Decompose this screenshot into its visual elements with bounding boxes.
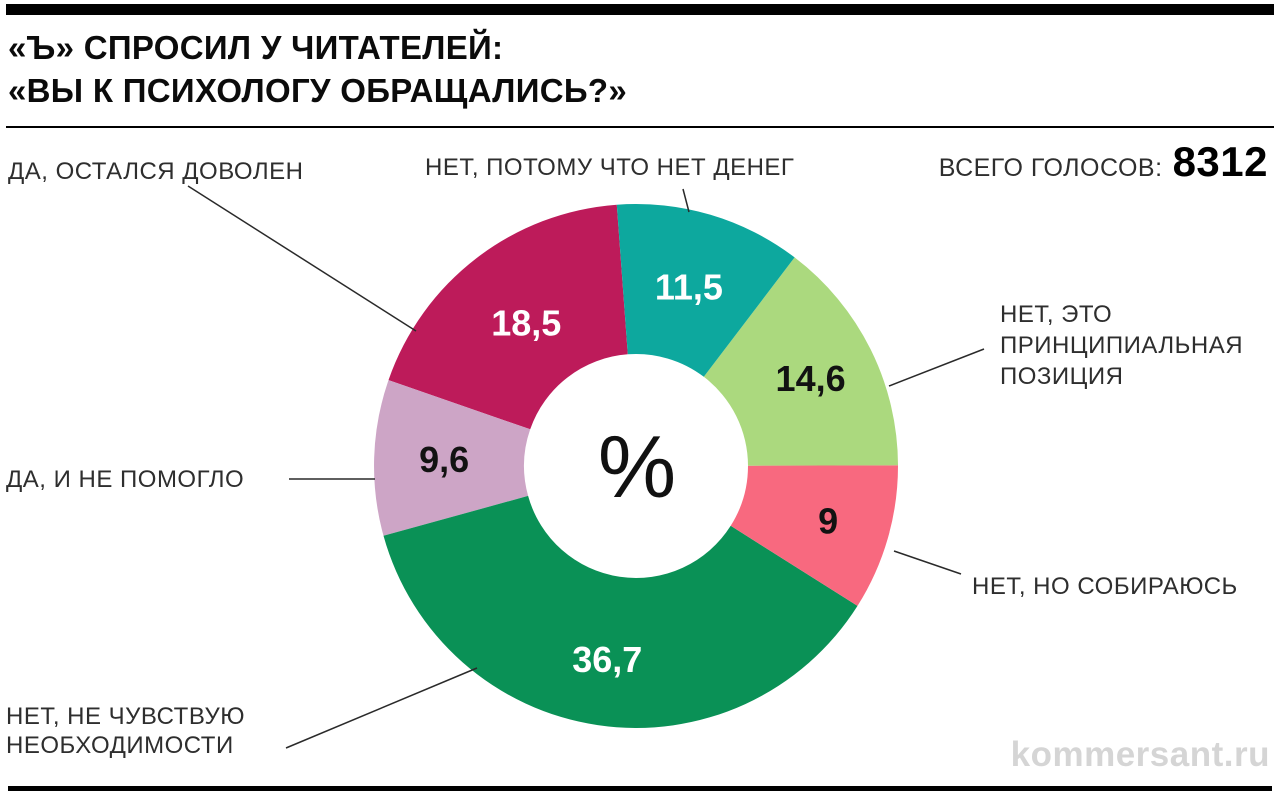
- total-votes-label: ВСЕГО ГОЛОСОВ:: [938, 154, 1163, 182]
- page-title-line-1: «Ъ» СПРОСИЛ У ЧИТАТЕЛЕЙ:: [8, 29, 504, 66]
- slice-label-principled-line3: ПОЗИЦИЯ: [1000, 363, 1124, 390]
- donut-slice-satisfied: [388, 204, 628, 430]
- slice-label-satisfied: ДА, ОСТАЛСЯ ДОВОЛЕН: [8, 158, 304, 185]
- slice-label-no-need-line2: НЕОБХОДИМОСТИ: [6, 732, 234, 759]
- slice-label-principled: НЕТ, ЭТО ПРИНЦИПИАЛЬНАЯ ПОЗИЦИЯ: [1000, 299, 1243, 392]
- slice-value-planning: 9: [818, 500, 838, 541]
- slice-value-did-not-help: 9,6: [419, 439, 469, 480]
- slice-label-did-not-help: ДА, И НЕ ПОМОГЛО: [6, 466, 245, 493]
- donut-slice-did-not-help: [374, 380, 531, 536]
- callout-line-satisfied: [187, 185, 417, 332]
- donut-slice-no-need: [383, 495, 858, 728]
- donut-slice-principled: [703, 257, 898, 466]
- total-votes: ВСЕГО ГОЛОСОВ: 8312: [939, 138, 1268, 186]
- slice-label-principled-line1: НЕТ, ЭТО: [1000, 301, 1113, 328]
- callout-line-no-money: [682, 188, 690, 213]
- callout-line-no-need: [285, 667, 478, 749]
- top-accent-bar: [6, 4, 1274, 15]
- page-title-line-2: «ВЫ К ПСИХОЛОГУ ОБРАЩАЛИСЬ?»: [8, 72, 627, 109]
- slice-value-satisfied: 18,5: [491, 302, 561, 343]
- slice-label-planning: НЕТ, НО СОБИРАЮСЬ: [972, 573, 1238, 600]
- header-divider: [6, 126, 1274, 128]
- total-votes-value: 8312: [1172, 138, 1268, 185]
- slice-label-no-need: НЕТ, НЕ ЧУВСТВУЮ НЕОБХОДИМОСТИ: [6, 702, 245, 760]
- donut-slice-planning: [730, 465, 899, 606]
- callout-line-principled: [888, 348, 985, 387]
- slice-label-principled-line2: ПРИНЦИПИАЛЬНАЯ: [1000, 332, 1244, 359]
- page-title: «Ъ» СПРОСИЛ У ЧИТАТЕЛЕЙ: «ВЫ К ПСИХОЛОГУ…: [8, 26, 627, 112]
- slice-value-no-money: 11,5: [655, 267, 723, 308]
- slice-value-no-need: 36,7: [572, 639, 642, 680]
- slice-value-principled: 14,6: [776, 358, 846, 399]
- callout-line-planning: [893, 550, 962, 575]
- bottom-accent-bar: [8, 786, 1272, 791]
- slice-label-no-need-line1: НЕТ, НЕ ЧУВСТВУЮ: [6, 703, 246, 730]
- slice-label-no-money: НЕТ, ПОТОМУ ЧТО НЕТ ДЕНЕГ: [425, 154, 795, 181]
- watermark-kommersant: kommersant.ru: [1010, 735, 1270, 774]
- donut-slice-no-money: [616, 203, 795, 377]
- center-percent-symbol: %: [598, 417, 676, 516]
